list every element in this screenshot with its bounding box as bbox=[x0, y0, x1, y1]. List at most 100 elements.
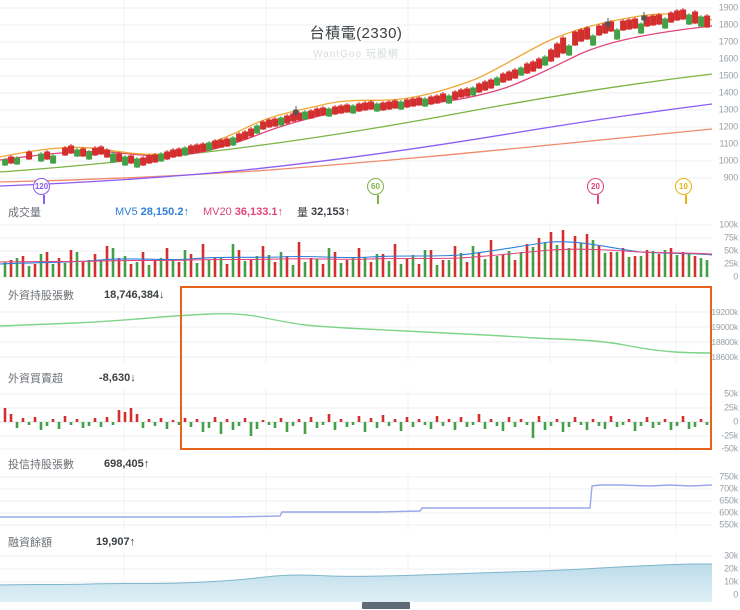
margin-balance-value: 19,907↑ bbox=[96, 536, 136, 548]
ma240-line bbox=[0, 128, 712, 183]
margin-balance-axis-tick: 10k bbox=[724, 576, 738, 587]
trust-holding-axis-tick: 750k bbox=[719, 471, 738, 482]
margin-balance-panel[interactable]: 融資餘額 19,907↑ bbox=[0, 530, 740, 610]
volume-panel-label: 成交量 bbox=[8, 207, 41, 219]
margin-balance-axis: 30k 20k 10k 0 bbox=[712, 550, 740, 602]
ma-badge-stem-icon bbox=[685, 195, 687, 204]
ma-badge-120[interactable]: 120 bbox=[33, 178, 55, 206]
foreign-netbuy-legend: 外資買賣超 -8,630↓ bbox=[0, 370, 712, 386]
volume-label: 量 bbox=[297, 207, 309, 219]
candlestick-series bbox=[2, 8, 711, 168]
foreign-netbuy-axis-tick: 0 bbox=[733, 416, 738, 427]
scrollbar-thumb[interactable] bbox=[362, 602, 410, 609]
mv5-readout: MV5 28,150.2↑ bbox=[115, 206, 189, 218]
foreign-netbuy-axis-tick: -50k bbox=[721, 443, 738, 454]
margin-balance-label: 融資餘額 bbox=[8, 537, 52, 549]
price-axis-tick: 1900 bbox=[718, 2, 738, 13]
foreign-holding-panel[interactable]: 外資持股張數 18,746,384↓ 19200k 19000k 18 bbox=[0, 282, 740, 364]
margin-balance-axis-tick: 0 bbox=[733, 589, 738, 600]
ma10-line bbox=[0, 13, 712, 158]
volume-axis-tick: 0 bbox=[733, 271, 738, 282]
price-axis-tick: 1300 bbox=[718, 104, 738, 115]
ma-badge-60[interactable]: 60 bbox=[367, 178, 389, 206]
price-axis-tick: 1700 bbox=[718, 36, 738, 47]
trust-holding-label: 投信持股張數 bbox=[8, 459, 74, 471]
price-axis-tick: 1500 bbox=[718, 70, 738, 81]
price-chart-svg bbox=[0, 0, 712, 190]
price-axis-tick: 1000 bbox=[718, 155, 738, 166]
foreign-netbuy-label: 外資買賣超 bbox=[8, 373, 63, 385]
trust-holding-svg bbox=[0, 472, 712, 530]
price-axis-tick: 1600 bbox=[718, 53, 738, 64]
ma120-line bbox=[0, 103, 712, 187]
trust-holding-axis-tick: 650k bbox=[719, 495, 738, 506]
trust-holding-axis-tick: 700k bbox=[719, 483, 738, 494]
foreign-holding-label: 外資持股張數 bbox=[8, 290, 74, 302]
ma-badge-stem-icon bbox=[43, 195, 45, 204]
mv20-readout: MV20 36,133.1↑ bbox=[203, 206, 283, 218]
volume-plot[interactable] bbox=[0, 222, 712, 282]
foreign-holding-value: 18,746,384↓ bbox=[104, 289, 165, 301]
ma60-line bbox=[0, 73, 712, 173]
price-chart-plot[interactable] bbox=[0, 0, 712, 200]
mv20-value: 36,133.1↑ bbox=[234, 206, 284, 218]
trust-holding-legend: 投信持股張數 698,405↑ bbox=[0, 456, 712, 472]
margin-balance-plot[interactable] bbox=[0, 552, 712, 602]
trust-holding-axis-tick: 550k bbox=[719, 519, 738, 530]
ma-badge-10[interactable]: 10 bbox=[675, 178, 697, 206]
foreign-netbuy-bars bbox=[3, 408, 709, 438]
margin-balance-axis-tick: 30k bbox=[724, 550, 738, 561]
margin-balance-line bbox=[0, 563, 712, 586]
ma-badge-label: 20 bbox=[587, 178, 604, 195]
volume-panel[interactable]: 成交量 MV5 28,150.2↑ MV20 36,133.1↑ 量 32,15… bbox=[0, 200, 740, 282]
volume-axis-tick: 100k bbox=[719, 219, 738, 230]
foreign-holding-gridlines bbox=[0, 304, 712, 364]
foreign-netbuy-panel[interactable]: 外資買賣超 -8,630↓ bbox=[0, 364, 740, 454]
volume-svg bbox=[0, 222, 712, 278]
trust-holding-axis-tick: 600k bbox=[719, 507, 738, 518]
price-axis-tick: 1200 bbox=[718, 121, 738, 132]
mv5-overlay-line bbox=[0, 241, 712, 265]
trust-holding-plot[interactable] bbox=[0, 472, 712, 530]
margin-balance-axis-tick: 20k bbox=[724, 563, 738, 574]
foreign-holding-axis-tick: 18600k bbox=[711, 351, 738, 362]
price-axis-tick: 1400 bbox=[718, 87, 738, 98]
volume-legend: 成交量 MV5 28,150.2↑ MV20 36,133.1↑ 量 32,15… bbox=[0, 204, 712, 220]
foreign-netbuy-value: -8,630↓ bbox=[99, 372, 136, 384]
mv5-value: 28,150.2↑ bbox=[140, 206, 189, 218]
ma-badge-stem-icon bbox=[377, 195, 379, 204]
foreign-netbuy-axis: 50k 25k 0 -25k -50k bbox=[712, 388, 740, 454]
price-chart-panel[interactable]: 台積電(2330) WantGoo 玩股網 1900 1800 1700 1600 15… bbox=[0, 0, 740, 204]
margin-balance-area bbox=[0, 564, 712, 602]
horizontal-scrollbar[interactable] bbox=[0, 602, 712, 610]
ma-badge-20[interactable]: 20 bbox=[587, 178, 609, 206]
foreign-holding-axis-tick: 18800k bbox=[711, 336, 738, 347]
volume-value: 32,153↑ bbox=[311, 206, 351, 218]
ma-badge-label: 60 bbox=[367, 178, 384, 195]
margin-balance-svg bbox=[0, 552, 712, 602]
ma-badge-label: 120 bbox=[33, 178, 50, 195]
volume-axis-tick: 75k bbox=[724, 232, 738, 243]
mv20-overlay-line bbox=[0, 248, 712, 263]
trust-holding-line bbox=[0, 484, 712, 518]
ma-badge-stem-icon bbox=[597, 195, 599, 204]
price-axis-tick: 1800 bbox=[718, 19, 738, 30]
volume-axis: 100k 75k 50k 25k 0 bbox=[712, 219, 740, 282]
foreign-holding-line bbox=[0, 312, 712, 354]
trust-holding-axis: 750k 700k 650k 600k 550k bbox=[712, 472, 740, 530]
volume-bars bbox=[3, 230, 709, 277]
trust-holding-panel[interactable]: 投信持股張數 698,405↑ 750k 70 bbox=[0, 452, 740, 530]
foreign-netbuy-axis-tick: 25k bbox=[724, 402, 738, 413]
trust-holding-value: 698,405↑ bbox=[104, 458, 150, 470]
price-axis-tick: 1100 bbox=[719, 138, 738, 149]
margin-balance-legend: 融資餘額 19,907↑ bbox=[0, 534, 712, 550]
mv5-label: MV5 bbox=[115, 206, 138, 218]
volume-readout: 量 32,153↑ bbox=[297, 204, 350, 220]
mv20-label: MV20 bbox=[202, 206, 232, 218]
foreign-holding-axis-tick: 19000k bbox=[711, 321, 738, 332]
foreign-netbuy-plot[interactable] bbox=[0, 388, 712, 452]
foreign-holding-plot[interactable] bbox=[0, 304, 712, 364]
foreign-netbuy-axis-tick: -25k bbox=[721, 430, 738, 441]
foreign-netbuy-axis-tick: 50k bbox=[724, 388, 738, 399]
